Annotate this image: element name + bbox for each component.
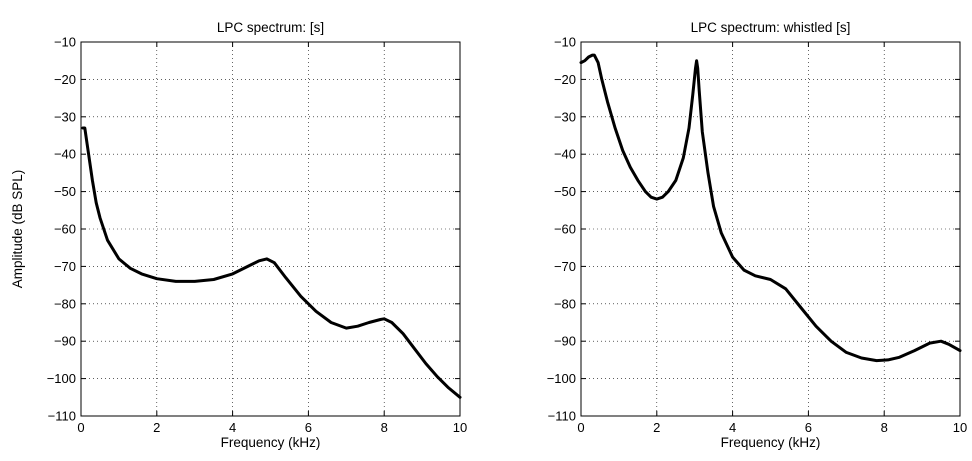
y-tick-label: −50 [554, 184, 576, 199]
y-tick-label: −60 [554, 222, 576, 237]
y-axis-label: Amplitude (dB SPL) [10, 170, 25, 289]
y-tick-label: −70 [54, 259, 76, 274]
y-tick-label: −40 [554, 147, 576, 162]
chart-panel-s: LPC spectrum: [s] Frequency (kHz) Amplit… [10, 20, 467, 450]
x-tick-label: 2 [153, 420, 160, 435]
chart-panel-whistled-s: LPC spectrum: whistled [s] Frequency (kH… [547, 20, 968, 450]
x-tick-label: 2 [653, 420, 660, 435]
y-tick-label: −70 [554, 259, 576, 274]
y-tick-label: −50 [54, 184, 76, 199]
y-tick-label: −30 [54, 109, 76, 124]
y-tick-label: −100 [47, 371, 76, 386]
x-tick-label: 6 [805, 420, 812, 435]
chart-title: LPC spectrum: [s] [217, 20, 324, 35]
y-tick-label: −90 [54, 334, 76, 349]
x-tick-label: 0 [577, 420, 584, 435]
series-line [579, 53, 962, 363]
y-tick-label: −20 [554, 72, 576, 87]
y-tick-label: −100 [547, 371, 576, 386]
x-tick-label: 6 [305, 420, 312, 435]
y-tick-label: −30 [554, 109, 576, 124]
x-axis-label: Frequency (kHz) [221, 435, 321, 450]
y-tick-label: −60 [54, 222, 76, 237]
x-tick-label: 10 [953, 420, 967, 435]
x-tick-label: 0 [77, 420, 84, 435]
y-tick-label: −110 [548, 409, 576, 424]
x-axis-label: Frequency (kHz) [721, 435, 821, 450]
y-tick-label: −20 [54, 72, 76, 87]
x-tick-label: 8 [381, 420, 388, 435]
y-tick-label: −90 [554, 334, 576, 349]
chart-title: LPC spectrum: whistled [s] [691, 20, 851, 35]
x-tick-label: 4 [229, 420, 236, 435]
y-tick-label: −80 [54, 296, 76, 311]
x-tick-label: 8 [881, 420, 888, 435]
series-line [81, 126, 462, 399]
y-tick-label: −40 [54, 147, 76, 162]
x-tick-label: 10 [453, 420, 467, 435]
y-tick-label: −80 [554, 296, 576, 311]
x-tick-label: 4 [729, 420, 736, 435]
y-tick-label: −10 [54, 35, 76, 50]
y-tick-label: −10 [554, 35, 576, 50]
y-tick-label: −110 [48, 409, 76, 424]
